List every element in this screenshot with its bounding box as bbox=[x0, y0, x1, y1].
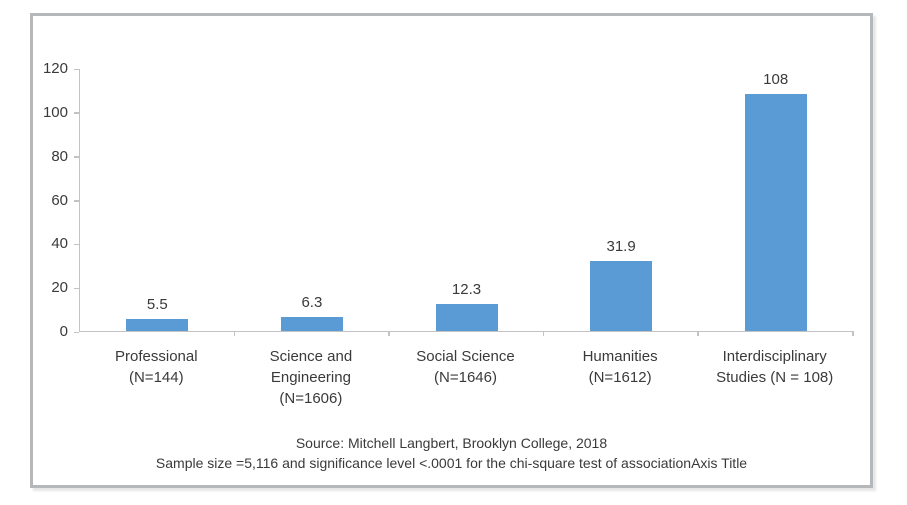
y-axis-tick-label: 120 bbox=[42, 60, 68, 77]
category-label-line: (N=1612) bbox=[588, 369, 652, 386]
y-axis-tick-mark bbox=[74, 156, 79, 158]
bar-value-label: 31.9 bbox=[606, 238, 636, 256]
bar-value-label: 6.3 bbox=[301, 294, 323, 312]
y-axis-tick-mark bbox=[74, 243, 79, 246]
y-axis-tick-mark bbox=[74, 200, 79, 202]
category-label-line: (N=1646) bbox=[434, 369, 497, 386]
category-label-line: Professional bbox=[115, 348, 198, 365]
y-axis-tick-mark bbox=[74, 331, 79, 333]
category-label-2: Social Science (N=1646) bbox=[386, 346, 546, 388]
y-axis-tick-label: 40 bbox=[51, 235, 68, 253]
bar-3 bbox=[590, 261, 653, 331]
x-axis-tick-mark bbox=[852, 331, 854, 336]
x-axis-tick-mark bbox=[697, 331, 699, 336]
category-label-line: Social Science bbox=[416, 348, 515, 365]
category-label-line: (N=1606) bbox=[279, 390, 343, 407]
category-label-1: Science and Engineering (N=1606) bbox=[231, 346, 391, 409]
category-label-line: Interdisciplinary bbox=[722, 348, 827, 365]
bar-2 bbox=[435, 304, 498, 331]
y-axis-tick-mark bbox=[74, 68, 79, 70]
category-label-3: Humanities (N=1612) bbox=[540, 346, 700, 388]
bar-4 bbox=[744, 94, 807, 331]
category-label-line: Humanities bbox=[582, 348, 658, 365]
y-axis-tick-label: 0 bbox=[59, 323, 68, 340]
y-axis-tick-label: 80 bbox=[51, 147, 68, 165]
category-label-0: Professional (N=144) bbox=[76, 346, 236, 388]
bar-value-label: 12.3 bbox=[451, 281, 482, 299]
x-axis-tick-mark bbox=[542, 331, 545, 336]
x-axis-tick-mark bbox=[388, 331, 390, 336]
y-axis-tick-mark bbox=[74, 112, 79, 114]
bar-1 bbox=[280, 317, 343, 331]
category-label-line: Science and bbox=[269, 348, 353, 365]
plot-area: 5.5 6.3 12.3 31.9 108 bbox=[79, 69, 854, 336]
y-axis-tick-label: 60 bbox=[51, 191, 68, 209]
category-label-4: Interdisciplinary Studies (N = 108) bbox=[695, 346, 855, 388]
y-axis-tick-mark bbox=[74, 287, 79, 290]
category-label-line: (N=144) bbox=[128, 369, 184, 386]
bar-value-label: 108 bbox=[763, 71, 789, 89]
y-axis-tick-label: 100 bbox=[42, 103, 68, 121]
bar-0 bbox=[126, 318, 189, 331]
y-axis-tick-label: 20 bbox=[51, 279, 68, 297]
sample-size-line: Sample size =5,116 and significance leve… bbox=[155, 455, 748, 471]
source-line: Source: Mitchell Langbert, Brooklyn Coll… bbox=[295, 435, 608, 451]
chart-frame bbox=[30, 13, 873, 488]
category-label-line: Studies (N = 108) bbox=[716, 369, 834, 386]
category-label-line: Engineering bbox=[270, 369, 351, 386]
bar-value-label: 5.5 bbox=[146, 295, 168, 313]
x-axis-tick-mark bbox=[233, 331, 236, 336]
